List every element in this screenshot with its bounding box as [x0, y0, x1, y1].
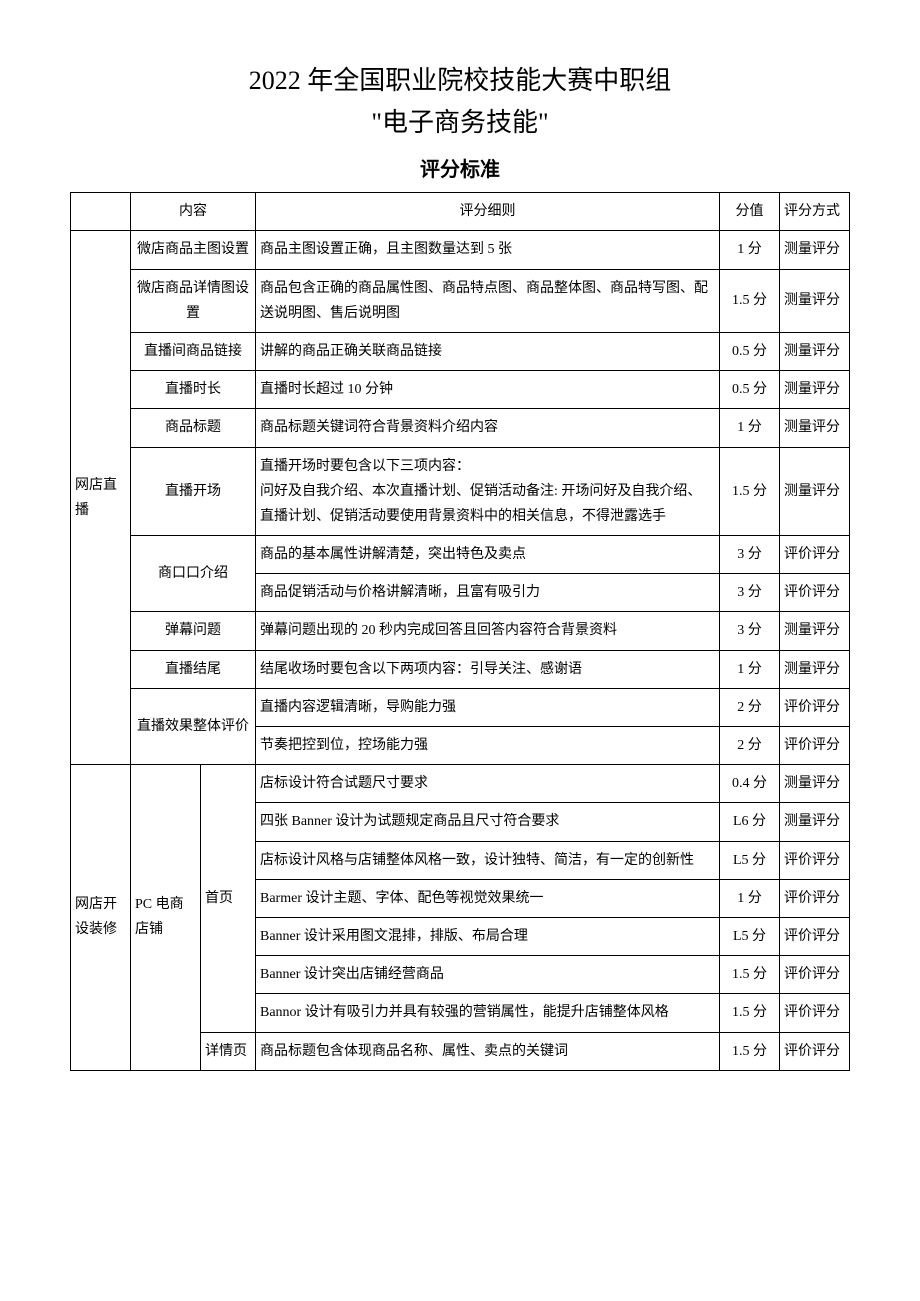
title-line3: 评分标准 [70, 153, 850, 182]
cell: L5 分 [720, 841, 780, 879]
cell: 1.5 分 [720, 994, 780, 1032]
cell: Bannor 设计有吸引力并具有较强的营销属性，能提升店铺整体风格 [256, 994, 720, 1032]
cell: 3 分 [720, 612, 780, 650]
cell: 1 分 [720, 409, 780, 447]
cell: 四张 Banner 设计为试题规定商品且尺寸符合要求 [256, 803, 720, 841]
table-row: 直播间商品链接 讲解的商品正确关联商品链接 0.5 分 测量评分 [71, 332, 850, 370]
table-row: 弹幕问题 弹幕问题出现的 20 秒内完成回答且回答内容符合背景资料 3 分 测量… [71, 612, 850, 650]
cell: 1 分 [720, 879, 780, 917]
table-row: 直播时长 直播时长超过 10 分钟 0.5 分 测量评分 [71, 371, 850, 409]
cell: 评价评分 [780, 994, 850, 1032]
table-row: 直播开场 直播开场时要包含以下三项内容： 问好及自我介绍、本次直播计划、促销活动… [71, 447, 850, 536]
cell: 0.5 分 [720, 371, 780, 409]
cell: 0.4 分 [720, 765, 780, 803]
cell: 商品的基本属性讲解清楚，突出特色及卖点 [256, 536, 720, 574]
table-row: 直播效果整体评价 直播内容逻辑清晰，导购能力强 2 分 评价评分 [71, 688, 850, 726]
cell: 直播效果整体评价 [131, 688, 256, 764]
cell: 讲解的商品正确关联商品链接 [256, 332, 720, 370]
cell: 0.5 分 [720, 332, 780, 370]
title-line1: 2022 年全国职业院校技能大赛中职组 [70, 60, 850, 102]
cell: 直播时长 [131, 371, 256, 409]
cell: 商品包含正确的商品属性图、商品特点图、商品整体图、商品特写图、配送说明图、售后说… [256, 269, 720, 332]
cell: 直播时长超过 10 分钟 [256, 371, 720, 409]
cell: 1 分 [720, 650, 780, 688]
cell: 1.5 分 [720, 956, 780, 994]
cell: 商品主图设置正确，且主图数量达到 5 张 [256, 231, 720, 269]
cell: L5 分 [720, 917, 780, 955]
cell: 商口口介绍 [131, 536, 256, 612]
table-row: 微店商品详情图设置 商品包含正确的商品属性图、商品特点图、商品整体图、商品特写图… [71, 269, 850, 332]
cell: 2 分 [720, 688, 780, 726]
cell: 评价评分 [780, 917, 850, 955]
section2-name: 网店开设装修 [71, 765, 131, 1071]
cell: Banner 设计突出店铺经营商品 [256, 956, 720, 994]
cell: 商品促销活动与价格讲解清晰，且富有吸引力 [256, 574, 720, 612]
scoring-table: 内容 评分细则 分值 评分方式 网店直播 微店商品主图设置 商品主图设置正确，且… [70, 192, 850, 1071]
cell: 直播结尾 [131, 650, 256, 688]
table-row: 直播结尾 结尾收场时要包含以下两项内容：引导关注、感谢语 1 分 测量评分 [71, 650, 850, 688]
title-line2: "电子商务技能" [70, 102, 850, 144]
section2-sub1: PC 电商店铺 [131, 765, 201, 1071]
cell: 店标设计符合试题尺寸要求 [256, 765, 720, 803]
cell: 评价评分 [780, 688, 850, 726]
cell: 3 分 [720, 536, 780, 574]
score-header: 分值 [720, 193, 780, 231]
cell: 微店商品详情图设置 [131, 269, 256, 332]
cell: 评价评分 [780, 574, 850, 612]
section1-name: 网店直播 [71, 231, 131, 765]
detail-header: 评分细则 [256, 193, 720, 231]
cell: 评价评分 [780, 956, 850, 994]
cell: 评价评分 [780, 727, 850, 765]
cell: 结尾收场时要包含以下两项内容：引导关注、感谢语 [256, 650, 720, 688]
cell: 测量评分 [780, 612, 850, 650]
cell: 评价评分 [780, 879, 850, 917]
content-header: 内容 [131, 193, 256, 231]
cell: 直播内容逻辑清晰，导购能力强 [256, 688, 720, 726]
section2-homepage: 首页 [201, 765, 256, 1032]
cell: 直播开场 [131, 447, 256, 536]
cell: 商品标题 [131, 409, 256, 447]
empty-header [71, 193, 131, 231]
table-row: 商口口介绍 商品的基本属性讲解清楚，突出特色及卖点 3 分 评价评分 [71, 536, 850, 574]
cell: 测量评分 [780, 765, 850, 803]
cell: 弹幕问题出现的 20 秒内完成回答且回答内容符合背景资料 [256, 612, 720, 650]
table-row: 网店直播 微店商品主图设置 商品主图设置正确，且主图数量达到 5 张 1 分 测… [71, 231, 850, 269]
cell: 评价评分 [780, 841, 850, 879]
cell: 节奏把控到位，控场能力强 [256, 727, 720, 765]
cell: 测量评分 [780, 650, 850, 688]
cell: 微店商品主图设置 [131, 231, 256, 269]
header-row: 内容 评分细则 分值 评分方式 [71, 193, 850, 231]
cell: 店标设计风格与店铺整体风格一致，设计独特、简洁，有一定的创新性 [256, 841, 720, 879]
cell: 测量评分 [780, 409, 850, 447]
cell: 弹幕问题 [131, 612, 256, 650]
cell: 评价评分 [780, 1032, 850, 1070]
cell: 商品标题包含体现商品名称、属性、卖点的关键词 [256, 1032, 720, 1070]
table-row: 商品标题 商品标题关键词符合背景资料介绍内容 1 分 测量评分 [71, 409, 850, 447]
cell: 测量评分 [780, 231, 850, 269]
method-header: 评分方式 [780, 193, 850, 231]
cell: 1 分 [720, 231, 780, 269]
cell: 商品标题关键词符合背景资料介绍内容 [256, 409, 720, 447]
cell: 直播间商品链接 [131, 332, 256, 370]
cell: 测量评分 [780, 803, 850, 841]
cell: 评价评分 [780, 536, 850, 574]
cell: 测量评分 [780, 371, 850, 409]
cell: Banner 设计采用图文混排，排版、布局合理 [256, 917, 720, 955]
cell: 3 分 [720, 574, 780, 612]
cell: 测量评分 [780, 447, 850, 536]
cell: L6 分 [720, 803, 780, 841]
table-row: 网店开设装修 PC 电商店铺 首页 店标设计符合试题尺寸要求 0.4 分 测量评… [71, 765, 850, 803]
cell: 直播开场时要包含以下三项内容： 问好及自我介绍、本次直播计划、促销活动备注: 开… [256, 447, 720, 536]
cell: 2 分 [720, 727, 780, 765]
cell: 测量评分 [780, 269, 850, 332]
cell: 1.5 分 [720, 269, 780, 332]
cell: 1.5 分 [720, 1032, 780, 1070]
cell: 测量评分 [780, 332, 850, 370]
section2-detailpage: 详情页 [201, 1032, 256, 1070]
cell: 1.5 分 [720, 447, 780, 536]
cell: Barmer 设计主题、字体、配色等视觉效果统一 [256, 879, 720, 917]
